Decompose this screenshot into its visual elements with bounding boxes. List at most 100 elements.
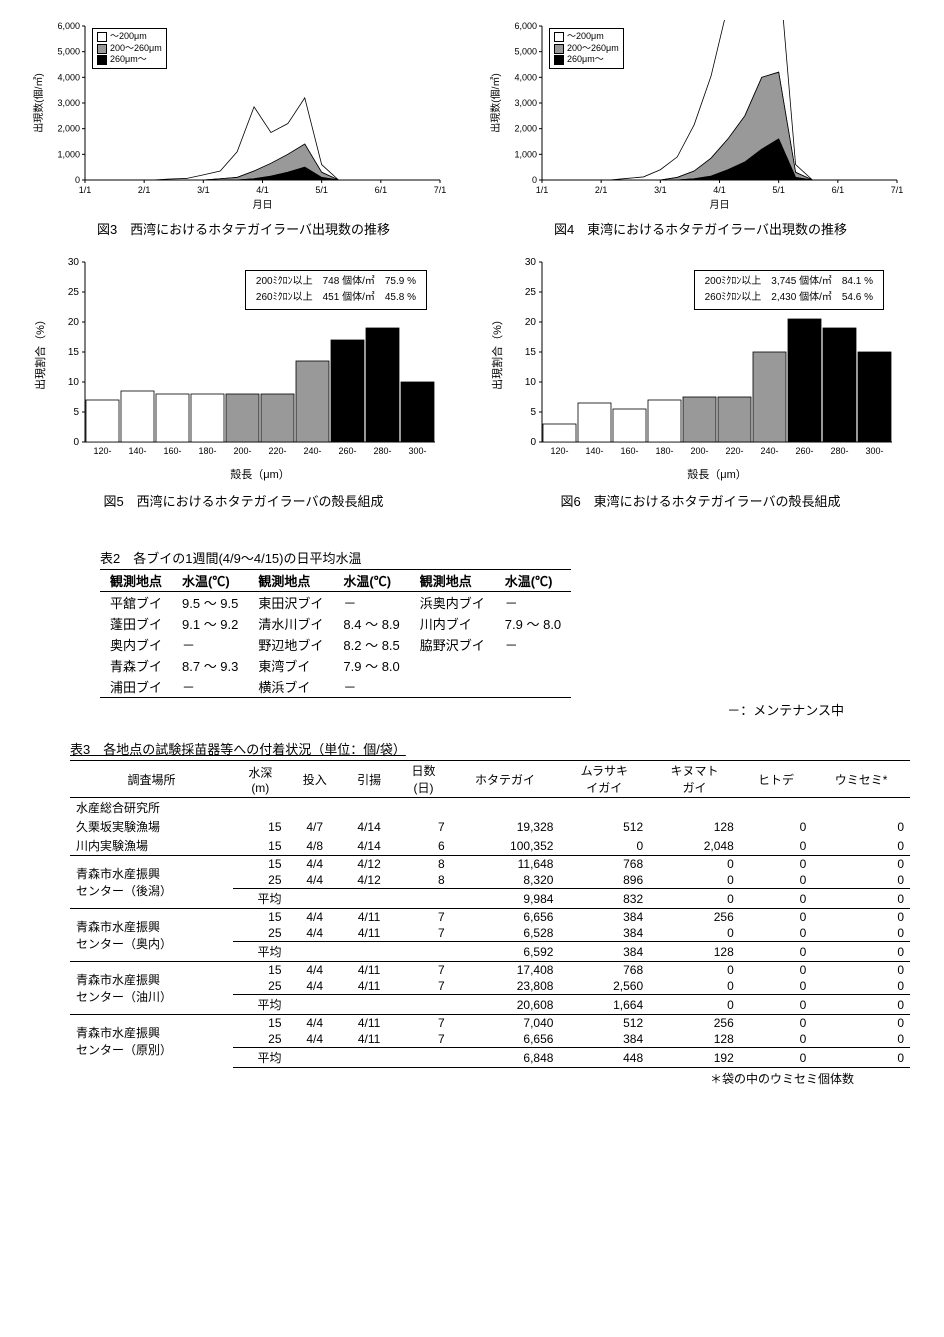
- svg-text:殻長（μm）: 殻長（μm）: [687, 467, 747, 481]
- legend-item: ～200μm: [567, 31, 604, 43]
- table-row: 蓬田ブイ9.1 ～ 9.2清水川ブイ8.4 ～ 8.9川内ブイ7.9 ～ 8.0: [100, 613, 571, 634]
- svg-text:出現数(個/㎥): 出現数(個/㎥): [489, 73, 502, 132]
- legend-item: ～200μm: [110, 31, 147, 43]
- svg-text:160-: 160-: [620, 446, 638, 456]
- table3-header: ムラサキイガイ: [559, 761, 649, 798]
- table3-header: 水深(m): [233, 761, 287, 798]
- svg-text:2/1: 2/1: [138, 185, 151, 195]
- svg-text:280-: 280-: [830, 446, 848, 456]
- svg-text:0: 0: [532, 175, 537, 185]
- table-row: 平舘ブイ9.5 ～ 9.5東田沢ブイ－浜奥内ブイ－: [100, 592, 571, 614]
- fig6-annotation: 200ﾐｸﾛﾝ以上3,745 個体/㎥84.1 %260ﾐｸﾛﾝ以上2,430 …: [694, 270, 884, 310]
- fig5-annotation: 200ﾐｸﾛﾝ以上748 個体/㎥75.9 %260ﾐｸﾛﾝ以上451 個体/㎥…: [245, 270, 427, 310]
- table-row: 奥内ブイ－野辺地ブイ8.2 ～ 8.5脇野沢ブイ－: [100, 634, 571, 655]
- table-row: 青森市水産振興センター（奥内）154/44/1176,65638425600: [70, 909, 910, 926]
- table2-header: 水温(℃): [333, 570, 409, 592]
- table3-header: ウミセミ*: [812, 761, 910, 798]
- svg-text:300-: 300-: [865, 446, 883, 456]
- table2: 観測地点水温(℃)観測地点水温(℃)観測地点水温(℃) 平舘ブイ9.5 ～ 9.…: [100, 569, 571, 698]
- fig6-caption: 図6 東湾におけるホタテガイラーバの殻長組成: [487, 491, 914, 510]
- svg-text:出現割合（%）: 出現割合（%）: [490, 314, 504, 390]
- svg-text:260-: 260-: [338, 446, 356, 456]
- table3-header: 調査場所: [70, 761, 233, 798]
- svg-text:15: 15: [525, 347, 537, 358]
- charts-row-2: 0 5 10 15 20 25 30 出現割合（%） 120- 140- 160- 180- 200- 2…: [30, 252, 914, 524]
- table-row: 青森市水産振興センター（後潟）154/44/12811,648768000: [70, 856, 910, 873]
- table-row: 青森市水産振興センター（油川）154/44/11717,408768000: [70, 962, 910, 979]
- svg-text:0: 0: [73, 437, 79, 448]
- table3-header: 投入: [288, 761, 342, 798]
- svg-text:20: 20: [525, 317, 537, 328]
- svg-text:出現数(個/㎥): 出現数(個/㎥): [32, 73, 45, 132]
- svg-text:出現割合（%）: 出現割合（%）: [33, 314, 47, 390]
- svg-text:15: 15: [68, 347, 80, 358]
- svg-text:200-: 200-: [233, 446, 251, 456]
- svg-text:2,000: 2,000: [57, 124, 80, 134]
- svg-text:160-: 160-: [163, 446, 181, 456]
- svg-text:240-: 240-: [760, 446, 778, 456]
- fig4-chart: 01,0002,0003,0004,0005,0006,0001/12/13/1…: [487, 20, 914, 213]
- svg-text:5: 5: [530, 407, 536, 418]
- svg-text:3,000: 3,000: [57, 98, 80, 108]
- svg-text:30: 30: [68, 257, 80, 268]
- svg-text:140-: 140-: [585, 446, 603, 456]
- table3-header: ホタテガイ: [451, 761, 560, 798]
- svg-text:200-: 200-: [690, 446, 708, 456]
- svg-text:25: 25: [68, 287, 80, 298]
- svg-text:6/1: 6/1: [375, 185, 388, 195]
- table3: 調査場所水深(m)投入引揚日数(日)ホタテガイムラサキイガイキヌマトガイヒトデウ…: [70, 760, 910, 1068]
- svg-text:7/1: 7/1: [434, 185, 447, 195]
- svg-text:10: 10: [525, 377, 537, 388]
- svg-text:4,000: 4,000: [514, 72, 537, 82]
- svg-text:220-: 220-: [725, 446, 743, 456]
- fig5-caption: 図5 西湾におけるホタテガイラーバの殻長組成: [30, 491, 457, 510]
- fig3-chart: 01,0002,0003,0004,0005,0006,0001/12/13/1…: [30, 20, 457, 213]
- svg-text:4/1: 4/1: [256, 185, 269, 195]
- svg-text:220-: 220-: [268, 446, 286, 456]
- svg-text:260-: 260-: [795, 446, 813, 456]
- svg-text:3/1: 3/1: [197, 185, 210, 195]
- svg-text:3,000: 3,000: [514, 98, 537, 108]
- svg-text:6,000: 6,000: [514, 21, 537, 31]
- table2-header: 観測地点: [410, 570, 495, 592]
- svg-text:10: 10: [68, 377, 80, 388]
- svg-text:30: 30: [525, 257, 537, 268]
- legend-item: 200～260μm: [110, 43, 162, 55]
- table2-header: 水温(℃): [495, 570, 571, 592]
- svg-text:120-: 120-: [550, 446, 568, 456]
- svg-text:4,000: 4,000: [57, 72, 80, 82]
- svg-text:6/1: 6/1: [832, 185, 845, 195]
- table3-header: 日数(日): [396, 761, 450, 798]
- svg-text:月日: 月日: [710, 199, 730, 210]
- svg-text:5,000: 5,000: [514, 47, 537, 57]
- fig6-chart: 0 5 10 15 20 25 30 出現割合（%） 120- 140- 160- 180- 200- 2…: [487, 252, 914, 485]
- svg-text:25: 25: [525, 287, 537, 298]
- svg-text:4/1: 4/1: [713, 185, 726, 195]
- svg-text:1,000: 1,000: [57, 149, 80, 159]
- svg-text:0: 0: [530, 437, 536, 448]
- svg-text:3/1: 3/1: [654, 185, 667, 195]
- svg-text:120-: 120-: [93, 446, 111, 456]
- svg-text:5/1: 5/1: [772, 185, 785, 195]
- table2-header: 観測地点: [248, 570, 333, 592]
- svg-text:180-: 180-: [198, 446, 216, 456]
- table-row: 青森市水産振興センター（原別）154/44/1177,04051225600: [70, 1015, 910, 1032]
- table3-note: ＊袋の中のウミセミ個体数: [30, 1070, 854, 1087]
- table-row: 浦田ブイ－横浜ブイ－: [100, 676, 571, 698]
- table3-header: ヒトデ: [740, 761, 813, 798]
- table3-header: 引揚: [342, 761, 396, 798]
- table2-header: 水温(℃): [172, 570, 248, 592]
- svg-text:280-: 280-: [373, 446, 391, 456]
- legend-item: 260μm～: [567, 54, 604, 66]
- table2-note: －：メンテナンス中: [30, 700, 844, 719]
- svg-text:5: 5: [73, 407, 79, 418]
- svg-text:140-: 140-: [128, 446, 146, 456]
- table2-header: 観測地点: [100, 570, 172, 592]
- svg-text:5,000: 5,000: [57, 47, 80, 57]
- table2-title: 表2 各ブイの1週間(4/9～4/15)の日平均水温: [100, 548, 914, 567]
- table-row: 川内実験漁場154/84/146100,35202,04800: [70, 836, 910, 856]
- table-row: 久栗坂実験漁場154/74/14719,32851212800: [70, 817, 910, 836]
- fig5-chart: 051015202530出現割合（%）120-140-160-180-200-2…: [30, 252, 457, 485]
- fig3-legend: ～200μm 200～260μm 260μm～: [92, 28, 167, 69]
- svg-text:180-: 180-: [655, 446, 673, 456]
